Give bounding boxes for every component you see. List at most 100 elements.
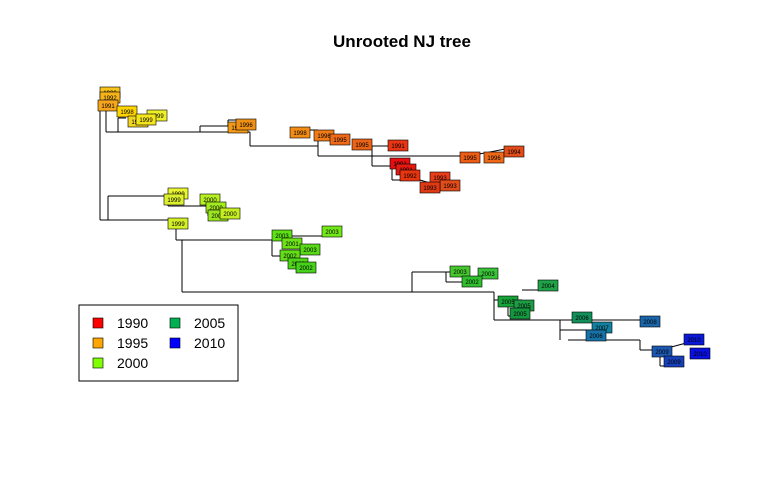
tip-label: 1995 (459, 151, 481, 164)
legend-swatch-2010 (169, 337, 181, 349)
tip-label: 1993 (419, 181, 441, 194)
tip-year: 1998 (120, 110, 134, 116)
tip-year: 1994 (507, 150, 521, 156)
tip-label: 2003 (299, 243, 321, 256)
tip-box (651, 345, 673, 358)
branch (107, 195, 178, 220)
tip-box (571, 311, 593, 324)
tip-label: 2001 (281, 237, 303, 250)
tip-box (639, 315, 661, 328)
tip-year: 1993 (433, 176, 447, 182)
tip-year: 1995 (355, 143, 369, 149)
tip-label: 1993 (439, 179, 461, 192)
tip-box (509, 307, 531, 320)
tip-year: 1995 (333, 138, 347, 144)
tip-box (163, 193, 185, 206)
tip-year: 2005 (501, 300, 515, 306)
tip-box (235, 118, 257, 131)
tip-year: 1998 (293, 131, 307, 137)
tip-year: 1996 (317, 134, 331, 140)
tip-year: 2002 (283, 254, 297, 260)
tip-label: 2010 (689, 347, 711, 360)
tip-year: 1999 (150, 114, 164, 120)
tip-year: 1992 (103, 96, 117, 102)
tip-year: 1999 (139, 118, 153, 124)
tip-box (689, 347, 711, 360)
tip-year: 2003 (275, 234, 289, 240)
tip-box (116, 105, 138, 118)
tip-box (537, 279, 559, 292)
tip-label: 2000 (219, 207, 241, 220)
tip-year: 2003 (303, 248, 317, 254)
legend: 1990 1995 2000 2005 2010 (78, 304, 239, 382)
tip-label: 2003 (449, 265, 471, 278)
tip-label: 2002 (295, 261, 317, 274)
legend-box (78, 304, 239, 382)
branch (317, 145, 398, 157)
branch (99, 99, 108, 221)
tip-label: 1998 (289, 126, 311, 139)
tip-label: 2010 (683, 333, 705, 346)
tip-label: 1991 (387, 139, 409, 152)
tip-box (585, 329, 607, 342)
tip-year: 2005 (513, 312, 527, 318)
tip-label: 2002 (461, 275, 483, 288)
tip-box (683, 333, 705, 346)
tip-label: 1999 (167, 217, 189, 230)
tip-year: 1996 (487, 156, 501, 162)
legend-label-2000: 2000 (117, 355, 148, 371)
tip-year: 1993 (423, 186, 437, 192)
tip-box (663, 355, 685, 368)
tip-year: 2000 (209, 206, 223, 212)
tip-year: 2000 (211, 214, 225, 220)
plot-title: Unrooted NJ tree (333, 32, 471, 51)
tip-year: 1996 (239, 123, 253, 129)
tip-label: 1998 (116, 105, 138, 118)
tip-label: 2005 (509, 307, 531, 320)
tip-label: 2008 (639, 315, 661, 328)
tip-label: 2003 (321, 225, 343, 238)
tip-box (321, 225, 343, 238)
tip-label: 1995 (351, 138, 373, 151)
legend-label-1990: 1990 (117, 315, 148, 331)
tip-year: 1999 (167, 198, 181, 204)
tip-year: 2000 (203, 198, 217, 204)
tip-year: 2009 (667, 360, 681, 366)
tip-box (399, 169, 421, 182)
tip-label: 1995 (329, 133, 351, 146)
branch (108, 219, 183, 268)
tip-year: 1999 (171, 222, 185, 228)
tip-box (503, 145, 525, 158)
tip-box (329, 133, 351, 146)
tip-label: 2009 (663, 355, 685, 368)
tip-year: 2007 (595, 326, 609, 332)
tip-year: 2006 (589, 334, 603, 340)
branch (200, 129, 319, 147)
tip-box (387, 139, 409, 152)
legend-swatch-1990 (92, 317, 104, 329)
tip-box (281, 237, 303, 250)
branch (118, 119, 238, 133)
tip-box (299, 243, 321, 256)
tip-year: 2002 (299, 266, 313, 272)
tip-box (97, 99, 119, 112)
tip-label: 1996 (235, 118, 257, 131)
branch (105, 100, 126, 133)
tip-box (449, 265, 471, 278)
tip-year: 2010 (687, 338, 701, 344)
branch (371, 156, 441, 187)
tip-box (289, 126, 311, 139)
branch (182, 235, 332, 257)
tip-year: 2003 (453, 270, 467, 276)
tip-year: 2004 (541, 284, 555, 290)
tip-label: 2004 (537, 279, 559, 292)
tip-year: 2003 (325, 230, 339, 236)
legend-swatch-2000 (92, 357, 104, 369)
branch (559, 319, 648, 341)
tip-box (351, 138, 373, 151)
tip-year: 2006 (575, 316, 589, 322)
tip-box (461, 275, 483, 288)
tip-label: 1992 (399, 169, 421, 182)
tip-year: 2005 (517, 304, 531, 310)
